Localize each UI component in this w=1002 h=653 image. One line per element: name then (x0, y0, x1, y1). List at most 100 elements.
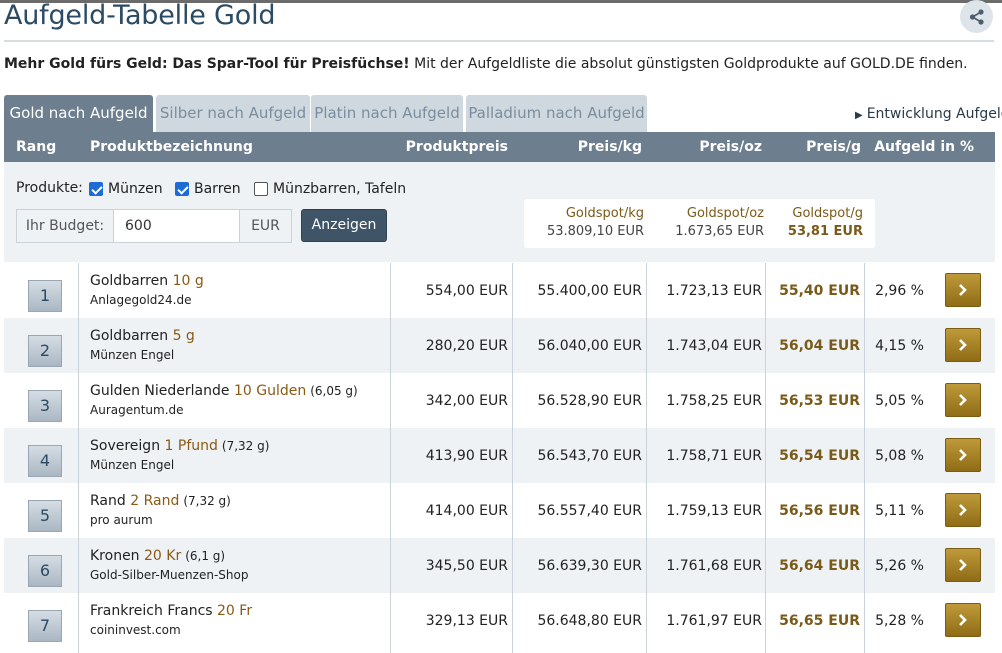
go-to-offer-button[interactable] (945, 493, 981, 527)
products-label: Produkte: (16, 180, 83, 196)
chevron-right-icon (959, 614, 967, 626)
price-per-oz: 1.759,13 EUR (666, 503, 762, 519)
go-to-offer-button[interactable] (945, 328, 981, 362)
tab-palladium[interactable]: Palladium nach Aufgeld (466, 95, 647, 132)
product-shop: pro aurum (90, 513, 153, 527)
product-title: Gulden Niederlande (90, 383, 230, 399)
checkbox-muenzbarren-label[interactable]: Münzbarren, Tafeln (273, 181, 407, 197)
col-premium[interactable]: Aufgeld in % (874, 139, 974, 155)
spot-oz-value: 1.673,65 EUR (675, 224, 764, 239)
rank-badge: 3 (28, 390, 62, 422)
share-button[interactable] (960, 0, 993, 33)
chevron-right-icon (959, 394, 967, 406)
tab-platin[interactable]: Platin nach Aufgeld (311, 95, 463, 132)
go-to-offer-button[interactable] (945, 603, 981, 637)
product-title: Rand (90, 493, 126, 509)
product-name[interactable]: Frankreich Francs 20 Fr (90, 603, 256, 619)
go-to-offer-button[interactable] (945, 273, 981, 307)
chevron-right-icon (959, 504, 967, 516)
spot-price-box: Goldspot/kg 53.809,10 EUR Goldspot/oz 1.… (524, 199, 875, 248)
table-row[interactable]: 6 Kronen 20 Kr (6,1 g) Gold-Silber-Muenze… (4, 538, 995, 593)
price-per-g: 55,40 EUR (779, 283, 860, 299)
spot-g: Goldspot/g 53,81 EUR (788, 206, 863, 239)
product-price: 280,20 EUR (425, 338, 508, 354)
rank-badge: 7 (28, 610, 62, 642)
product-weight: 20 Kr (144, 548, 182, 564)
price-per-kg: 56.639,30 EUR (537, 558, 642, 574)
go-to-offer-button[interactable] (945, 383, 981, 417)
product-price: 414,00 EUR (425, 503, 508, 519)
price-per-g: 56,64 EUR (779, 558, 860, 574)
rank-badge: 2 (28, 335, 62, 367)
product-name[interactable]: Goldbarren 5 g (90, 328, 199, 344)
budget-input[interactable] (115, 210, 239, 242)
product-weight: 5 g (172, 328, 195, 344)
product-name[interactable]: Kronen 20 Kr (6,1 g) (90, 548, 225, 564)
product-shop: coininvest.com (90, 623, 181, 637)
spot-oz: Goldspot/oz 1.673,65 EUR (675, 206, 764, 239)
product-grams: (6,1 g) (185, 549, 226, 563)
development-link-label: Entwicklung Aufgeld (866, 106, 1002, 122)
column-divider (864, 263, 865, 653)
col-product[interactable]: Produktbezeichnung (90, 139, 253, 155)
table-row[interactable]: 2 Goldbarren 5 g Münzen Engel 280,20 EUR… (4, 318, 995, 373)
checkbox-barren[interactable] (175, 182, 189, 196)
product-price: 345,50 EUR (425, 558, 508, 574)
spot-g-value: 53,81 EUR (787, 224, 863, 239)
price-per-kg: 56.040,00 EUR (537, 338, 642, 354)
column-divider (390, 263, 391, 653)
column-divider (78, 263, 79, 653)
checkbox-muenzbarren[interactable] (254, 182, 268, 196)
tab-silber[interactable]: Silber nach Aufgeld (156, 95, 310, 132)
table-row[interactable]: 4 Sovereign 1 Pfund (7,32 g) Münzen Engel… (4, 428, 995, 483)
rank-badge: 4 (28, 445, 62, 477)
col-price[interactable]: Produktpreis (405, 139, 508, 155)
product-name[interactable]: Rand 2 Rand (7,32 g) (90, 493, 231, 509)
product-name[interactable]: Goldbarren 10 g (90, 273, 208, 289)
product-grams: (7,32 g) (221, 439, 270, 453)
chevron-right-icon (959, 284, 967, 296)
title-divider (4, 40, 994, 42)
product-name[interactable]: Sovereign 1 Pfund (7,32 g) (90, 438, 269, 454)
product-shop: Münzen Engel (90, 348, 175, 362)
chevron-right-icon (959, 559, 967, 571)
product-weight: 10 Gulden (233, 383, 307, 399)
product-grams: (7,32 g) (183, 494, 231, 508)
product-shop: Gold-Silber-Muenzen-Shop (90, 568, 249, 582)
premium-percent: 5,11 % (875, 503, 924, 519)
development-link[interactable]: ▶ Entwicklung Aufgeld (855, 106, 1002, 122)
price-per-g: 56,56 EUR (779, 503, 860, 519)
price-per-oz: 1.743,04 EUR (666, 338, 762, 354)
checkbox-muenzen-label[interactable]: Münzen (108, 181, 163, 197)
price-per-oz: 1.761,68 EUR (666, 558, 762, 574)
col-per-g[interactable]: Preis/g (806, 139, 861, 155)
col-rank[interactable]: Rang (16, 139, 57, 155)
show-button[interactable]: Anzeigen (301, 209, 387, 242)
go-to-offer-button[interactable] (945, 548, 981, 582)
product-price: 413,90 EUR (425, 448, 508, 464)
price-per-kg: 56.648,80 EUR (537, 613, 642, 629)
checkbox-barren-label[interactable]: Barren (194, 181, 241, 197)
column-divider (765, 263, 766, 653)
triangle-right-icon: ▶ (855, 110, 863, 121)
checkbox-muenzen[interactable] (89, 182, 103, 196)
col-per-oz[interactable]: Preis/oz (699, 139, 762, 155)
table-row[interactable]: 3 Gulden Niederlande 10 Gulden (6,05 g) A… (4, 373, 995, 428)
budget-currency: EUR (239, 210, 291, 242)
rank-badge: 6 (28, 555, 62, 587)
premium-percent: 5,05 % (875, 393, 924, 409)
col-per-kg[interactable]: Preis/kg (577, 139, 642, 155)
rank-badge: 1 (28, 280, 62, 312)
price-per-g: 56,54 EUR (779, 448, 860, 464)
page-title: Aufgeld-Tabelle Gold (4, 0, 276, 31)
share-icon (969, 8, 984, 25)
product-grams: (6,05 g) (310, 384, 358, 398)
tab-gold[interactable]: Gold nach Aufgeld (4, 95, 153, 132)
product-name[interactable]: Gulden Niederlande 10 Gulden (6,05 g) (90, 383, 358, 399)
table-row[interactable]: 5 Rand 2 Rand (7,32 g) pro aurum 414,00 E… (4, 483, 995, 538)
table-header: Rang Produktbezeichnung Produktpreis Pre… (4, 132, 995, 162)
product-title: Frankreich Francs (90, 603, 213, 619)
go-to-offer-button[interactable] (945, 438, 981, 472)
table-row[interactable]: 1 Goldbarren 10 g Anlagegold24.de 554,00… (4, 263, 995, 318)
table-row[interactable]: 7 Frankreich Francs 20 Fr coininvest.com… (4, 593, 995, 648)
